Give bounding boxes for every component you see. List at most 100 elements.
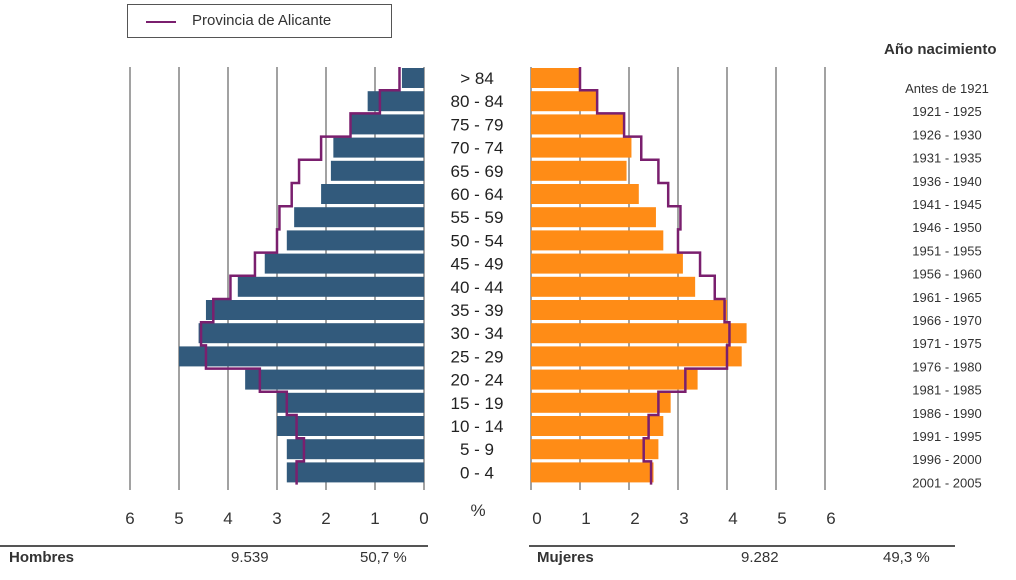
age-group-label: 30 - 34	[451, 324, 504, 343]
bar-women	[531, 300, 727, 320]
bar-women	[531, 160, 627, 181]
bar-women	[531, 462, 654, 483]
age-group-label: 5 - 9	[460, 440, 494, 459]
bar-women	[531, 114, 625, 135]
birth-year-label: 1961 - 1965	[912, 290, 981, 305]
summary-rule-right	[529, 545, 955, 547]
age-group-label: 40 - 44	[451, 278, 504, 297]
bar-men	[286, 462, 424, 483]
age-group-label: 15 - 19	[451, 394, 504, 413]
province-line-women	[578, 67, 731, 485]
x-tick-label-women: 1	[581, 509, 590, 528]
bar-men	[401, 68, 424, 88]
birth-year-label: 1921 - 1925	[912, 104, 981, 119]
x-tick-label-men: 3	[272, 509, 281, 528]
legend-label: Provincia de Alicante	[192, 12, 332, 29]
bar-men	[245, 369, 424, 390]
x-tick-label-women: 4	[728, 509, 737, 528]
x-tick-label-women: 0	[532, 509, 541, 528]
men-percent: 50,7 %	[360, 549, 407, 566]
birth-year-label: 1996 - 2000	[912, 452, 981, 467]
bar-women	[531, 184, 639, 204]
bar-men	[205, 300, 424, 320]
age-group-label: 50 - 54	[451, 231, 504, 250]
bar-men	[333, 137, 424, 158]
bar-women	[531, 392, 671, 413]
legend: Provincia de Alicante	[127, 4, 392, 38]
bar-women	[531, 137, 632, 158]
age-group-label: 20 - 24	[451, 371, 504, 390]
birth-year-label: Antes de 1921	[905, 81, 989, 96]
age-group-label: 10 - 14	[451, 417, 504, 436]
bar-men	[367, 91, 424, 112]
birth-year-title: Año nacimiento	[884, 41, 997, 58]
bar-men	[294, 207, 424, 228]
birth-year-label: 1926 - 1930	[912, 127, 981, 142]
bar-men	[179, 346, 424, 367]
bar-women	[531, 323, 747, 344]
men-label: Hombres	[9, 549, 75, 566]
bar-men	[286, 439, 424, 460]
men-count: 9.539	[231, 549, 269, 566]
birth-year-label: 1956 - 1960	[912, 267, 981, 282]
age-group-label: 65 - 69	[451, 162, 504, 181]
x-tick-label-men: 1	[370, 509, 379, 528]
bar-women	[531, 230, 664, 251]
bar-women	[531, 439, 659, 460]
age-group-label: 60 - 64	[451, 185, 504, 204]
bar-men	[277, 416, 424, 436]
bar-men	[350, 114, 424, 135]
bar-men	[264, 253, 424, 274]
birth-year-label: 1991 - 1995	[912, 429, 981, 444]
women-percent: 49,3 %	[883, 549, 930, 566]
birth-year-label: 1946 - 1950	[912, 220, 981, 235]
bar-women	[531, 369, 698, 390]
birth-year-label: 1966 - 1970	[912, 313, 981, 328]
birth-year-label: 1971 - 1975	[912, 336, 981, 351]
bar-women	[531, 91, 598, 112]
birth-year-label: 1976 - 1980	[912, 359, 981, 374]
bar-men	[321, 184, 424, 204]
bar-women	[531, 207, 656, 228]
bar-men	[286, 230, 424, 251]
birth-year-label: 1981 - 1985	[912, 383, 981, 398]
birth-year-label: 1931 - 1935	[912, 151, 981, 166]
bar-men	[198, 323, 424, 344]
legend-line-swatch	[146, 21, 176, 23]
birth-year-label: 1951 - 1955	[912, 243, 981, 258]
x-tick-label-women: 5	[777, 509, 786, 528]
age-group-label: 80 - 84	[451, 92, 504, 111]
birth-year-label: 1936 - 1940	[912, 174, 981, 189]
x-tick-label-men: 5	[174, 509, 183, 528]
bar-women	[531, 276, 696, 297]
x-tick-label-women: 6	[826, 509, 835, 528]
bar-men	[330, 160, 424, 181]
x-tick-label-men: 0	[419, 509, 428, 528]
age-group-label: 70 - 74	[451, 139, 504, 158]
women-label: Mujeres	[537, 549, 594, 566]
x-tick-label-men: 4	[223, 509, 232, 528]
x-tick-label-men: 2	[321, 509, 330, 528]
bar-men	[277, 392, 424, 413]
x-tick-label-women: 2	[630, 509, 639, 528]
women-count: 9.282	[741, 549, 779, 566]
age-group-label: 35 - 39	[451, 301, 504, 320]
age-group-label: > 84	[460, 69, 494, 88]
birth-year-label: 1941 - 1945	[912, 197, 981, 212]
bar-men	[237, 276, 424, 297]
axis-unit-label: %	[470, 501, 485, 520]
bar-women	[531, 253, 683, 274]
age-group-label: 55 - 59	[451, 208, 504, 227]
x-tick-label-men: 6	[125, 509, 134, 528]
age-group-label: 0 - 4	[460, 463, 494, 482]
x-tick-label-women: 3	[679, 509, 688, 528]
birth-year-label: 2001 - 2005	[912, 475, 981, 490]
birth-year-label: 1986 - 1990	[912, 406, 981, 421]
summary-rule-left	[0, 545, 428, 547]
age-group-label: 45 - 49	[451, 255, 504, 274]
bar-women	[531, 68, 580, 88]
bar-women	[531, 346, 742, 367]
age-group-label: 25 - 29	[451, 347, 504, 366]
bar-women	[531, 416, 664, 436]
